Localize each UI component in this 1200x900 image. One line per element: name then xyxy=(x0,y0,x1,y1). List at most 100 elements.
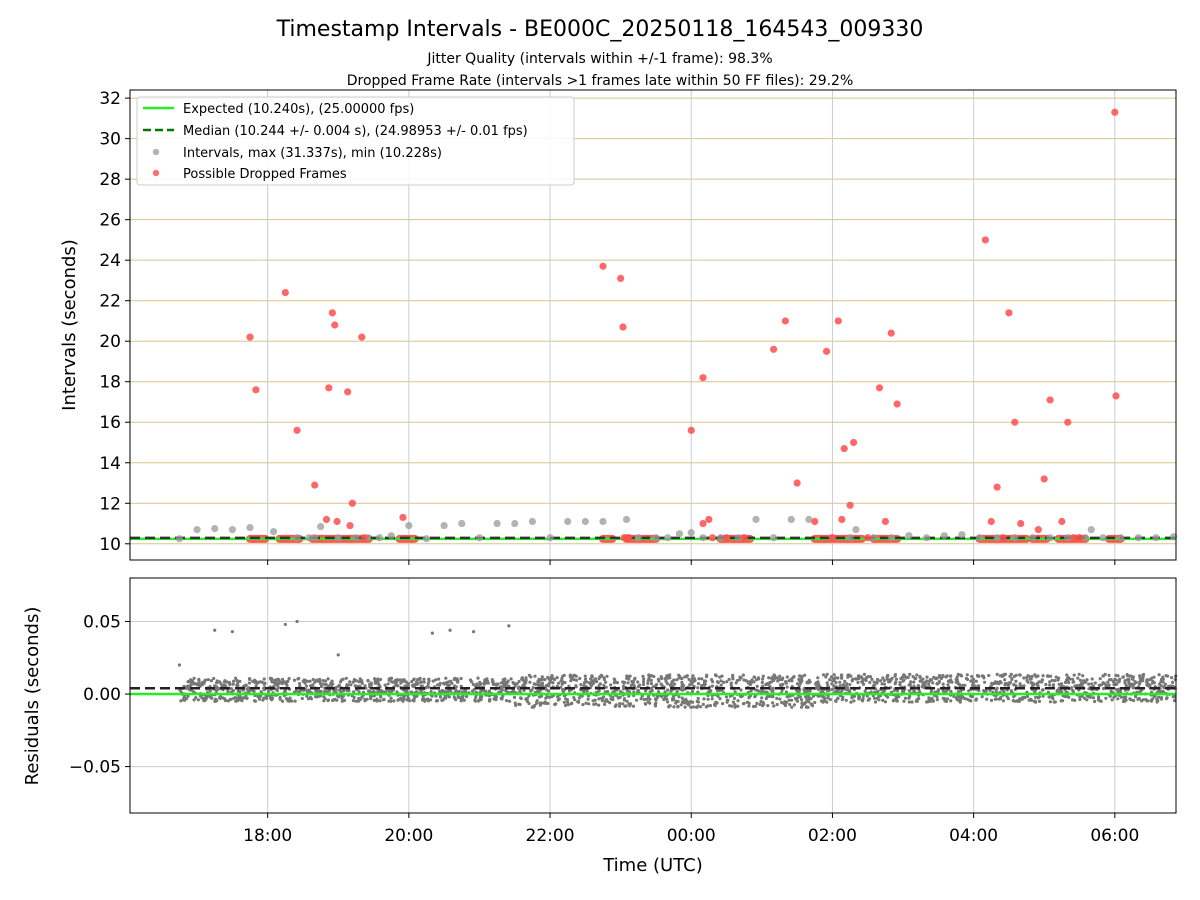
residual-point xyxy=(1076,676,1080,680)
residual-point xyxy=(186,694,190,698)
residual-point xyxy=(608,701,612,705)
residual-point xyxy=(688,683,692,687)
residual-point xyxy=(368,690,372,694)
residual-point xyxy=(901,679,905,683)
residual-point xyxy=(749,689,753,693)
residual-point xyxy=(816,687,821,692)
residual-point xyxy=(902,673,906,677)
intervals-y-tick-label: 24 xyxy=(99,251,121,271)
residual-point xyxy=(1117,679,1121,684)
residual-point xyxy=(1050,678,1054,683)
residual-point xyxy=(646,700,650,704)
residual-point xyxy=(1090,677,1094,681)
residual-point xyxy=(533,674,537,678)
residual-point xyxy=(1101,674,1105,678)
residual-point xyxy=(788,702,792,707)
interval-point xyxy=(770,534,778,542)
residual-point xyxy=(683,705,687,709)
residual-point xyxy=(956,682,961,686)
residual-point xyxy=(484,689,488,693)
residual-point xyxy=(956,690,960,694)
residual-point xyxy=(724,695,729,699)
residual-point xyxy=(1000,674,1005,679)
residual-point xyxy=(363,697,367,701)
residual-point xyxy=(1020,697,1024,701)
dropped-frame-point xyxy=(838,515,846,524)
residual-point xyxy=(583,677,588,681)
residual-point xyxy=(711,680,715,684)
residual-point xyxy=(544,683,549,688)
interval-point xyxy=(717,534,725,542)
residual-point xyxy=(340,696,344,700)
residual-point xyxy=(825,700,829,704)
residual-point xyxy=(820,699,824,703)
residual-point xyxy=(828,678,832,682)
residual-point xyxy=(840,698,844,702)
residual-point xyxy=(369,695,373,699)
residual-point xyxy=(639,697,643,701)
residual-point xyxy=(555,676,559,680)
residual-point xyxy=(925,675,929,679)
residual-point xyxy=(226,689,230,693)
interval-point xyxy=(975,534,984,542)
residual-point xyxy=(798,695,803,699)
residual-point xyxy=(427,677,431,681)
dropped-frame-point xyxy=(311,481,319,489)
intervals-y-tick-label: 28 xyxy=(99,170,121,190)
residual-point xyxy=(622,697,627,701)
interval-point xyxy=(317,522,325,531)
residual-point xyxy=(341,689,346,693)
residual-point xyxy=(755,688,760,693)
residual-point xyxy=(418,677,422,681)
residual-point xyxy=(1037,699,1042,704)
residual-point xyxy=(894,680,898,684)
interval-point xyxy=(305,534,313,542)
residual-point xyxy=(434,699,439,703)
residual-point xyxy=(672,678,676,682)
residual-point xyxy=(550,695,554,699)
residual-point xyxy=(589,677,593,681)
residual-point xyxy=(236,699,240,703)
residual-point xyxy=(631,681,635,685)
interval-point xyxy=(1117,534,1125,542)
residual-point xyxy=(1078,678,1082,682)
residual-point xyxy=(735,679,739,683)
dropped-frame-point xyxy=(864,534,872,542)
residual-point xyxy=(752,675,757,679)
interval-point xyxy=(1046,534,1054,542)
residual-point xyxy=(771,701,775,705)
residuals-y-tick-label: 0.00 xyxy=(83,685,121,705)
intervals-y-tick-label: 16 xyxy=(99,413,121,433)
residual-point xyxy=(680,700,685,704)
residual-point xyxy=(494,698,498,702)
residual-point xyxy=(731,673,735,678)
residual-point xyxy=(963,683,967,687)
residual-point xyxy=(368,682,372,687)
residual-point xyxy=(581,703,585,707)
residual-point xyxy=(253,699,258,703)
dropped-frame-point xyxy=(993,483,1001,491)
residual-point xyxy=(768,694,772,699)
residual-point xyxy=(1006,697,1011,701)
residual-point xyxy=(666,688,670,692)
interval-point xyxy=(852,526,860,534)
residual-point xyxy=(862,672,867,677)
residual-point xyxy=(626,681,630,685)
residual-point xyxy=(474,695,478,700)
residual-point xyxy=(287,699,291,703)
dropped-frame-point xyxy=(328,309,336,317)
residual-point xyxy=(1171,695,1175,699)
residual-point xyxy=(1132,698,1136,703)
residual-point xyxy=(766,704,770,708)
interval-point xyxy=(511,519,519,528)
dropped-frame-point xyxy=(708,534,717,542)
residual-point xyxy=(1112,681,1116,686)
residual-point xyxy=(460,695,464,699)
residual-point xyxy=(845,682,849,686)
residual-point xyxy=(431,679,435,683)
residual-point xyxy=(949,699,953,703)
residual-point xyxy=(761,677,765,681)
residual-point xyxy=(328,682,333,686)
residual-point xyxy=(955,698,960,702)
